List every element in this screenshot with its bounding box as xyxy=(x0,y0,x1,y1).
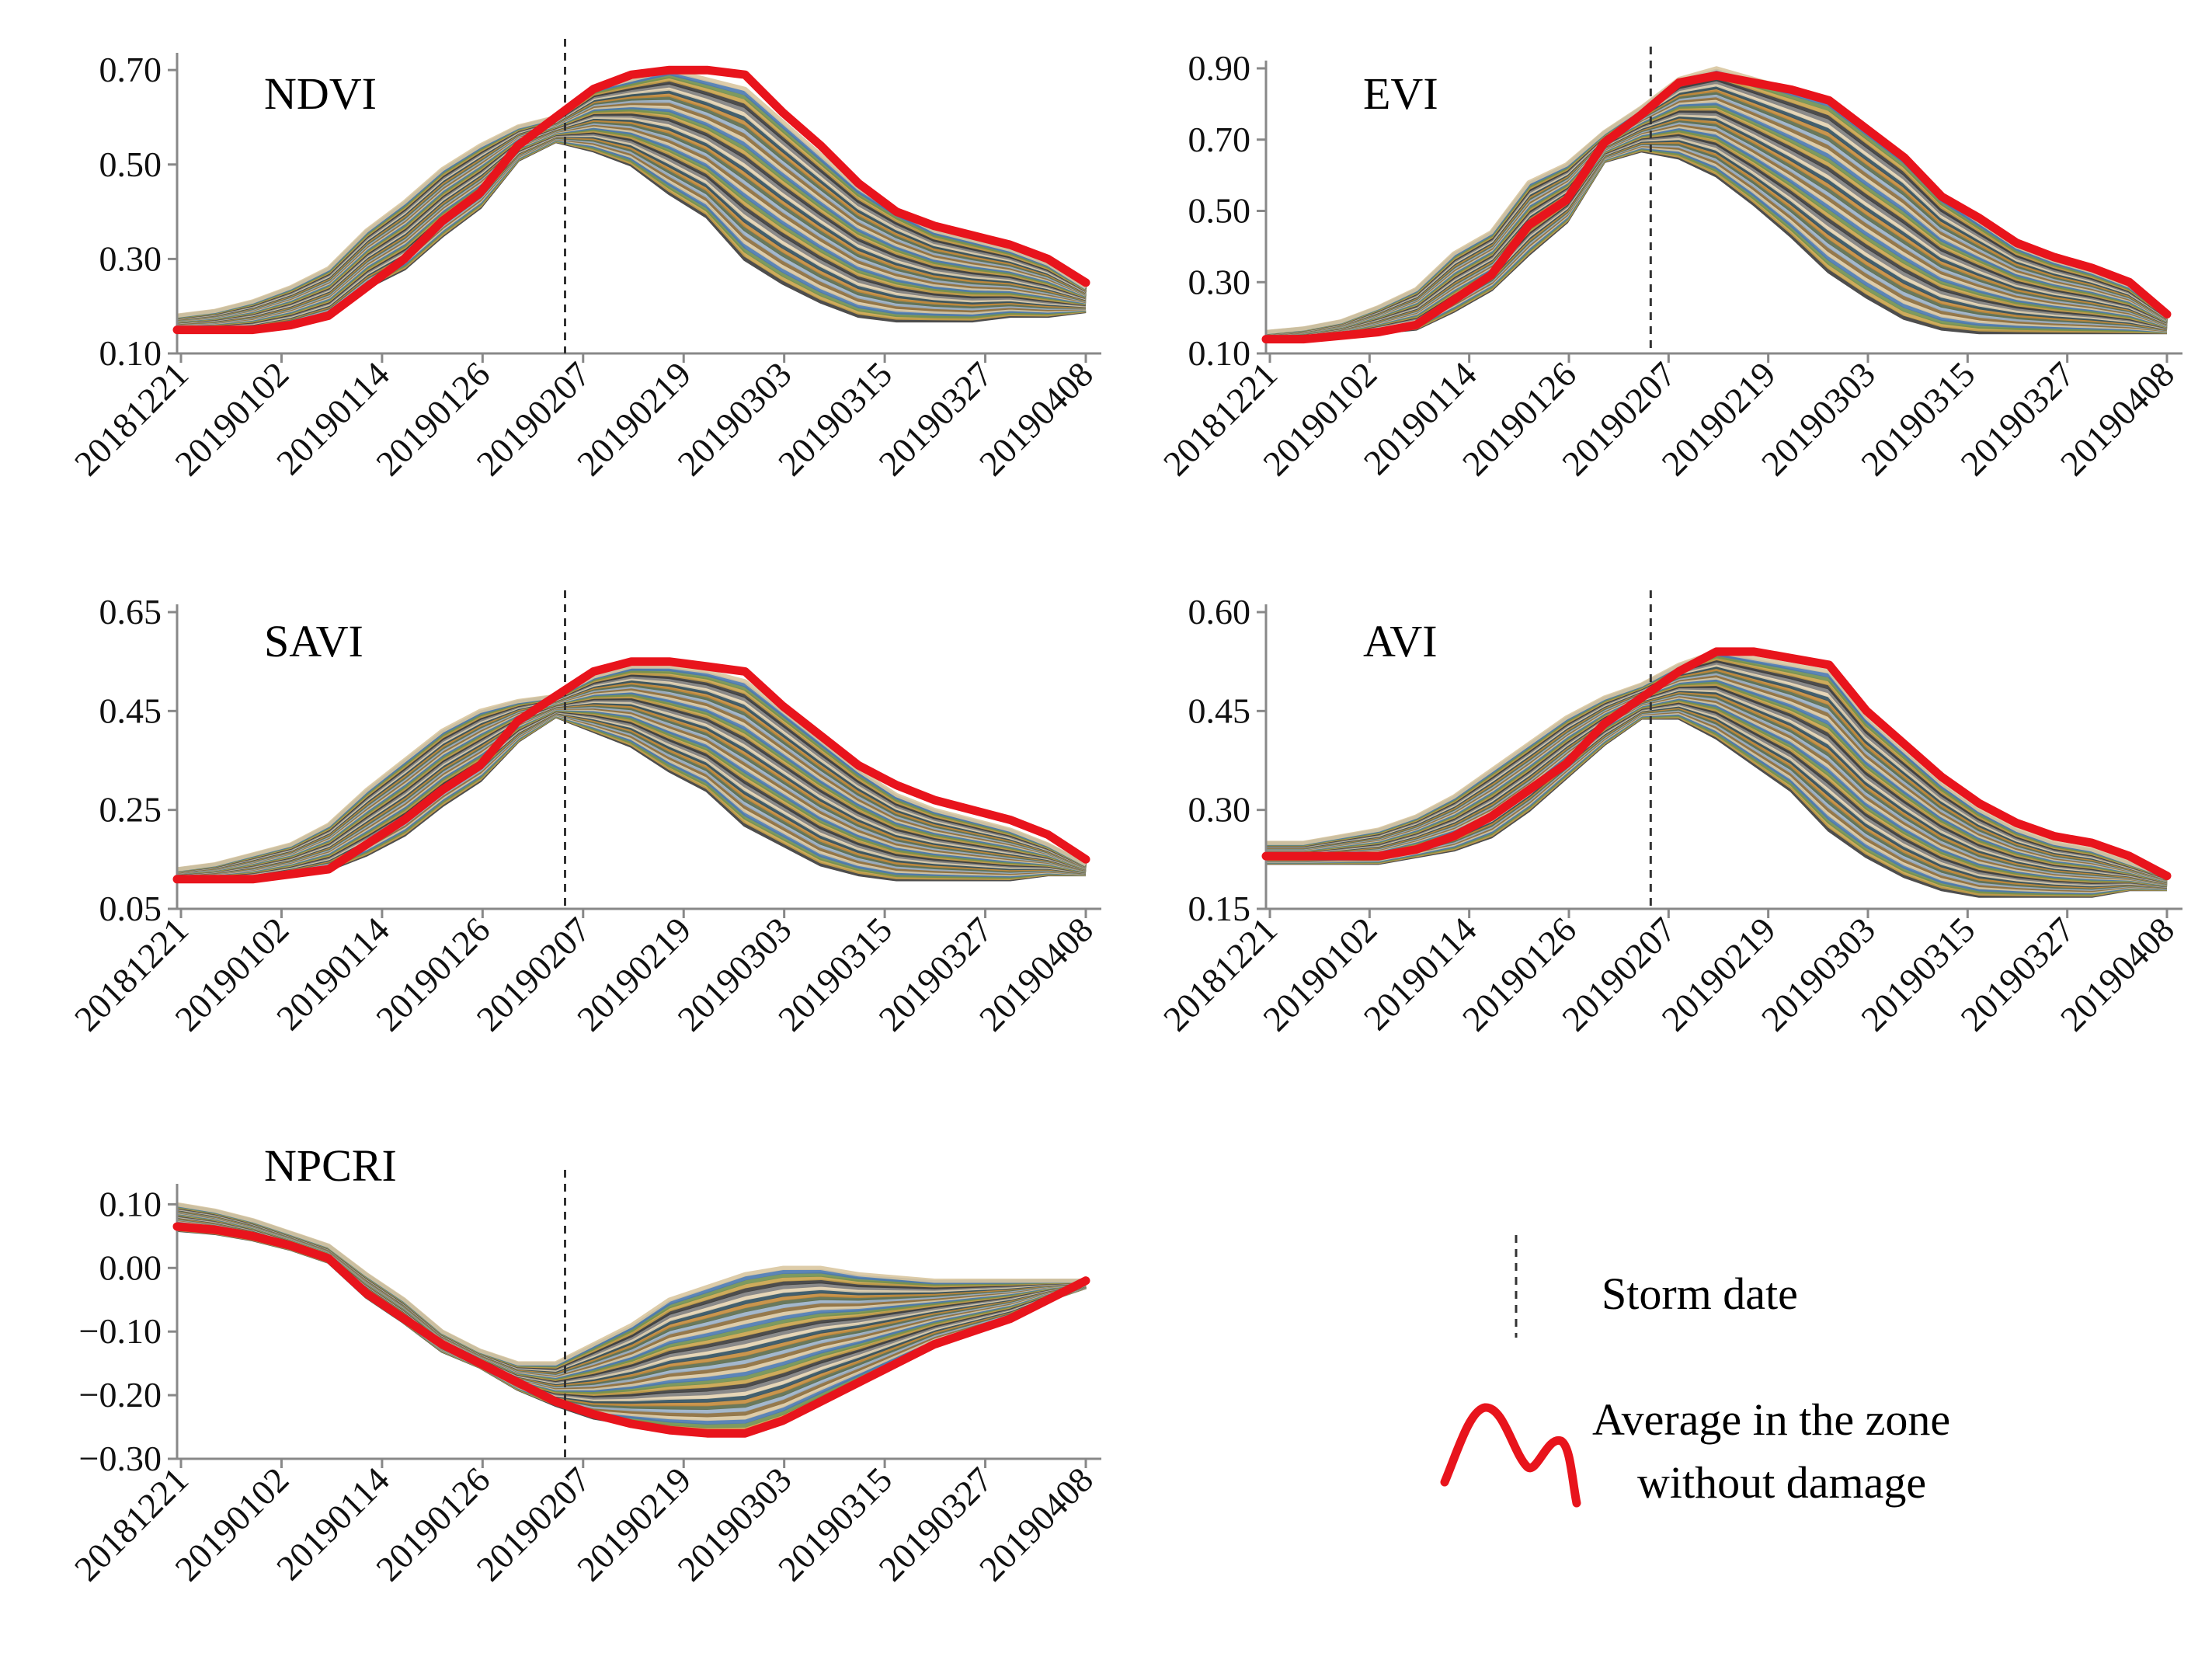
evi-y-tick-label: 0.10 xyxy=(1188,333,1251,373)
npcri-y-tick-label: 0.10 xyxy=(99,1184,162,1223)
evi-y-tick-label: 0.70 xyxy=(1188,120,1251,159)
npcri-panel-title: NPCRI xyxy=(264,1140,397,1191)
evi-y-tick-label: 0.50 xyxy=(1188,191,1251,231)
ndvi-panel-title: NDVI xyxy=(264,68,377,119)
avi-y-tick-label: 0.45 xyxy=(1188,691,1251,730)
npcri-y-tick-label: 0.00 xyxy=(99,1248,162,1287)
npcri-y-tick-label: −0.20 xyxy=(79,1375,162,1415)
savi-y-tick-label: 0.25 xyxy=(99,790,162,830)
evi-average-line xyxy=(1261,71,2172,344)
ndvi-y-tick-label: 0.10 xyxy=(99,333,162,373)
npcri-pixel-series-line xyxy=(176,1202,1086,1366)
savi-y-tick-label: 0.65 xyxy=(99,592,162,632)
avi-average-line xyxy=(1261,647,2172,881)
savi-panel-title: SAVI xyxy=(264,616,363,666)
npcri-y-tick-label: −0.30 xyxy=(79,1439,162,1478)
savi-pixel-series-line xyxy=(176,664,1087,872)
savi-y-tick-label: 0.05 xyxy=(99,889,162,928)
avi-panel-title: AVI xyxy=(1363,616,1438,666)
evi-y-tick-label: 0.30 xyxy=(1188,262,1251,301)
evi-y-tick-label: 0.90 xyxy=(1188,48,1251,88)
ndvi-y-tick-label: 0.30 xyxy=(99,238,162,278)
ndvi-average-line xyxy=(172,65,1090,335)
legend-average-label-line1: Average in the zone xyxy=(1592,1394,1950,1445)
npcri-y-tick-label: −0.10 xyxy=(79,1311,162,1351)
savi-average-line xyxy=(172,657,1090,884)
avi-y-tick-label: 0.15 xyxy=(1188,889,1251,928)
savi-y-tick-label: 0.45 xyxy=(99,691,162,730)
npcri-average-line xyxy=(172,1222,1090,1438)
evi-panel-title: EVI xyxy=(1363,68,1438,119)
ndvi-y-tick-label: 0.50 xyxy=(99,144,162,184)
ndvi-pixel-series-line xyxy=(176,68,1087,318)
avi-y-tick-label: 0.60 xyxy=(1188,592,1251,632)
legend-storm-label: Storm date xyxy=(1602,1268,1798,1319)
ndvi-y-tick-label: 0.70 xyxy=(99,50,162,89)
avi-y-tick-label: 0.30 xyxy=(1188,790,1251,830)
legend-average-line-swatch xyxy=(1440,1403,1581,1508)
figure-legend: Storm date Average in the zone without d… xyxy=(1440,1235,1950,1508)
legend-average-label-line2: without damage xyxy=(1637,1457,1926,1508)
